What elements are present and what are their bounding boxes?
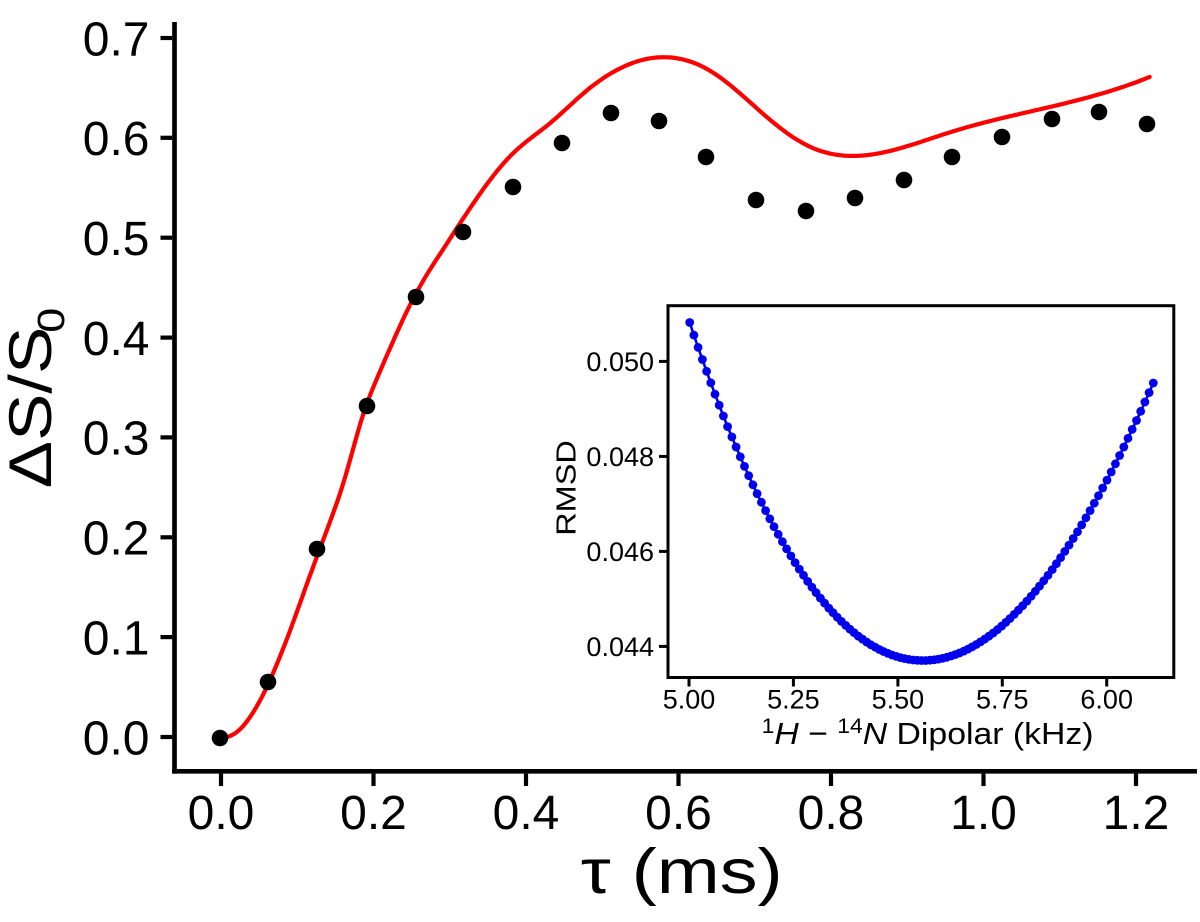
- svg-text:RMSD: RMSD: [551, 440, 581, 536]
- svg-text:5.50: 5.50: [872, 685, 925, 715]
- svg-text:0.2: 0.2: [83, 513, 150, 566]
- svg-text:0.0: 0.0: [83, 712, 150, 765]
- svg-text:0.1: 0.1: [83, 612, 150, 665]
- svg-text:1.0: 1.0: [950, 787, 1017, 840]
- svg-text:0.8: 0.8: [798, 787, 865, 840]
- svg-text:τ (ms): τ (ms): [581, 836, 783, 907]
- svg-text:6.00: 6.00: [1080, 685, 1133, 715]
- svg-text:0.5: 0.5: [83, 213, 150, 266]
- svg-text:1.2: 1.2: [1103, 787, 1170, 840]
- svg-text:0.7: 0.7: [83, 13, 150, 66]
- svg-text:ΔS/S0: ΔS/S0: [0, 308, 72, 488]
- svg-text:1H − 14N Dipolar (kHz): 1H − 14N Dipolar (kHz): [762, 714, 1094, 751]
- svg-text:0.4: 0.4: [83, 313, 150, 366]
- svg-text:0.0: 0.0: [188, 787, 255, 840]
- svg-text:0.6: 0.6: [83, 113, 150, 166]
- svg-text:0.050: 0.050: [586, 347, 654, 377]
- svg-text:0.4: 0.4: [493, 787, 560, 840]
- svg-text:5.25: 5.25: [767, 685, 820, 715]
- svg-text:0.046: 0.046: [586, 537, 654, 567]
- svg-text:0.6: 0.6: [645, 787, 712, 840]
- svg-text:5.75: 5.75: [976, 685, 1029, 715]
- svg-text:0.048: 0.048: [586, 442, 654, 472]
- svg-text:0.044: 0.044: [586, 632, 654, 662]
- svg-text:0.2: 0.2: [340, 787, 407, 840]
- svg-text:5.00: 5.00: [663, 685, 716, 715]
- svg-text:0.3: 0.3: [83, 413, 150, 466]
